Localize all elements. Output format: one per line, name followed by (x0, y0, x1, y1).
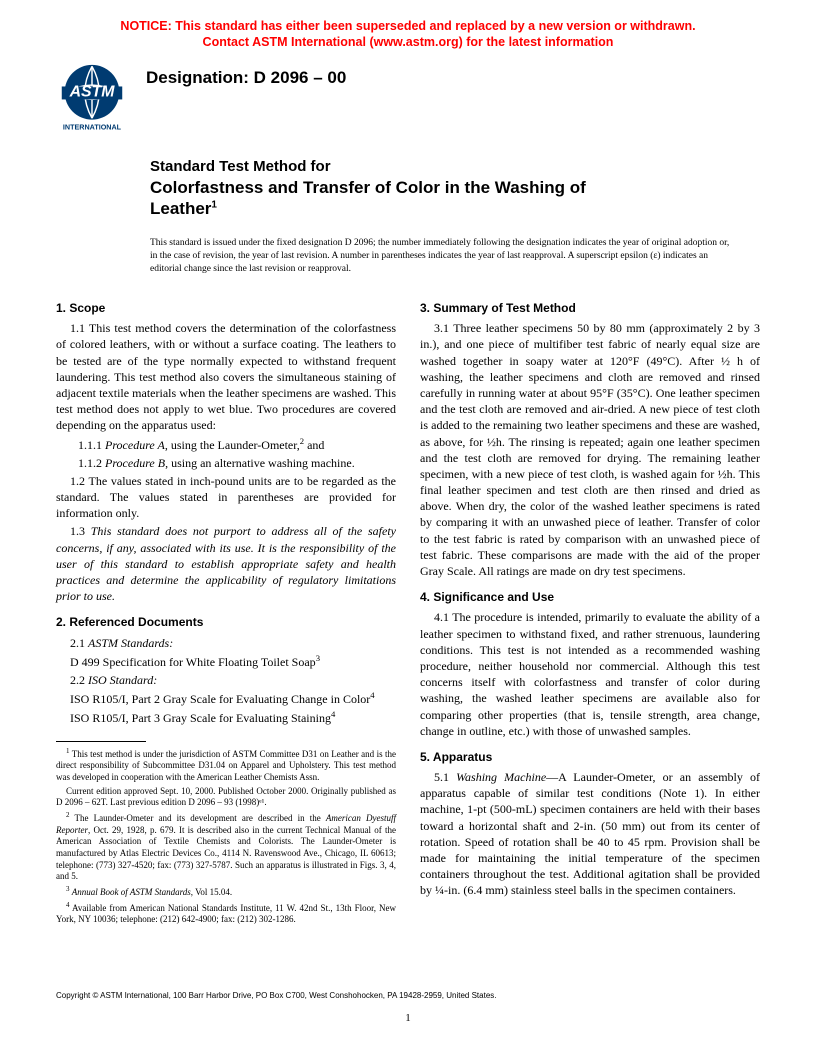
t: Annual Book of ASTM Standards (72, 887, 191, 897)
t: Procedure B (105, 456, 165, 470)
sec-1-head: 1. Scope (56, 300, 396, 316)
notice-banner: NOTICE: This standard has either been su… (0, 18, 816, 51)
t: 5.1 (434, 770, 456, 784)
issue-note: This standard is issued under the fixed … (150, 237, 730, 275)
t: , using the Launder-Ometer, (165, 438, 300, 452)
t: ASTM Standards: (88, 636, 173, 650)
notice-line1: NOTICE: This standard has either been su… (120, 19, 695, 33)
t: 2.2 (70, 673, 88, 687)
ref-iso-p3: ISO R105/I, Part 3 Gray Scale for Evalua… (56, 709, 396, 726)
footnote-rule (56, 741, 146, 742)
fn-4: 4 Available from American National Stand… (56, 901, 396, 926)
title-block: Standard Test Method for Colorfastness a… (150, 158, 750, 219)
fn-3: 3 Annual Book of ASTM Standards, Vol 15.… (56, 885, 396, 899)
ref-d499: D 499 Specification for White Floating T… (56, 653, 396, 670)
para-1-1-1: 1.1.1 Procedure A, using the Launder-Ome… (56, 436, 396, 453)
t: ISO Standard: (88, 673, 157, 687)
title-sup: 1 (211, 199, 217, 210)
para-4-1: 4.1 The procedure is intended, primarily… (420, 609, 760, 739)
sec-5-head: 5. Apparatus (420, 749, 760, 765)
title-pre: Standard Test Method for (150, 158, 750, 177)
para-5-1: 5.1 Washing Machine—A Launder-Ometer, or… (420, 769, 760, 899)
notice-line2: Contact ASTM International (www.astm.org… (203, 35, 614, 49)
right-column: 3. Summary of Test Method 3.1 Three leat… (420, 300, 760, 928)
page-number: 1 (0, 1012, 816, 1024)
copyright: Copyright © ASTM International, 100 Barr… (56, 991, 497, 1000)
sup: 3 (316, 653, 320, 663)
svg-text:INTERNATIONAL: INTERNATIONAL (63, 123, 122, 132)
sec-4-head: 4. Significance and Use (420, 589, 760, 605)
sec-3-head: 3. Summary of Test Method (420, 300, 760, 316)
fn-1: 1 This test method is under the jurisdic… (56, 747, 396, 784)
para-1-3: 1.3 This standard does not purport to ad… (56, 523, 396, 604)
t: 1.1.2 (78, 456, 105, 470)
t: This standard does not purport to addres… (56, 524, 396, 603)
sup: 4 (331, 709, 335, 719)
para-3-1: 3.1 Three leather specimens 50 by 80 mm … (420, 320, 760, 579)
ref-iso-p2: ISO R105/I, Part 2 Gray Scale for Evalua… (56, 690, 396, 707)
para-1-2: 1.2 The values stated in inch-pound unit… (56, 473, 396, 522)
sec-2-head: 2. Referenced Documents (56, 614, 396, 630)
t: —A Launder-Ometer, or an assembly of app… (420, 770, 760, 897)
sup: 4 (370, 690, 374, 700)
t: ISO R105/I, Part 2 Gray Scale for Evalua… (70, 692, 370, 706)
t: Procedure A (105, 438, 165, 452)
designation: Designation: D 2096 – 00 (146, 68, 346, 88)
t: ISO R105/I, Part 3 Gray Scale for Evalua… (70, 711, 331, 725)
t: Washing Machine (456, 770, 546, 784)
para-2-1: 2.1 ASTM Standards: (56, 635, 396, 651)
astm-logo: ASTM INTERNATIONAL (56, 62, 128, 134)
t: 1.1.1 (78, 438, 105, 452)
fn-1b: Current edition approved Sept. 10, 2000.… (56, 786, 396, 809)
fn-2: 2 The Launder-Ometer and its development… (56, 811, 396, 883)
t: Available from American National Standar… (56, 903, 396, 925)
columns: 1. Scope 1.1 This test method covers the… (56, 300, 760, 928)
t: D 499 Specification for White Floating T… (70, 655, 316, 669)
t: 1.3 (70, 524, 91, 538)
t: and (304, 438, 324, 452)
left-column: 1. Scope 1.1 This test method covers the… (56, 300, 396, 928)
title-line1: Colorfastness and Transfer of Color in t… (150, 178, 586, 197)
footnotes: 1 This test method is under the jurisdic… (56, 747, 396, 927)
para-2-2: 2.2 ISO Standard: (56, 672, 396, 688)
svg-text:ASTM: ASTM (69, 84, 116, 101)
title-main: Colorfastness and Transfer of Color in t… (150, 177, 750, 220)
para-1-1: 1.1 This test method covers the determin… (56, 320, 396, 433)
t: , Oct. 29, 1928, p. 679. It is described… (56, 825, 396, 882)
para-1-1-2: 1.1.2 Procedure B, using an alternative … (56, 455, 396, 471)
header-row: ASTM INTERNATIONAL Designation: D 2096 –… (56, 62, 346, 134)
t: This test method is under the jurisdicti… (56, 749, 396, 782)
title-line2: Leather (150, 199, 211, 218)
t: , Vol 15.04. (191, 887, 232, 897)
t: The Launder-Ometer and its development a… (70, 813, 326, 823)
t: , using an alternative washing machine. (165, 456, 355, 470)
t: 2.1 (70, 636, 88, 650)
